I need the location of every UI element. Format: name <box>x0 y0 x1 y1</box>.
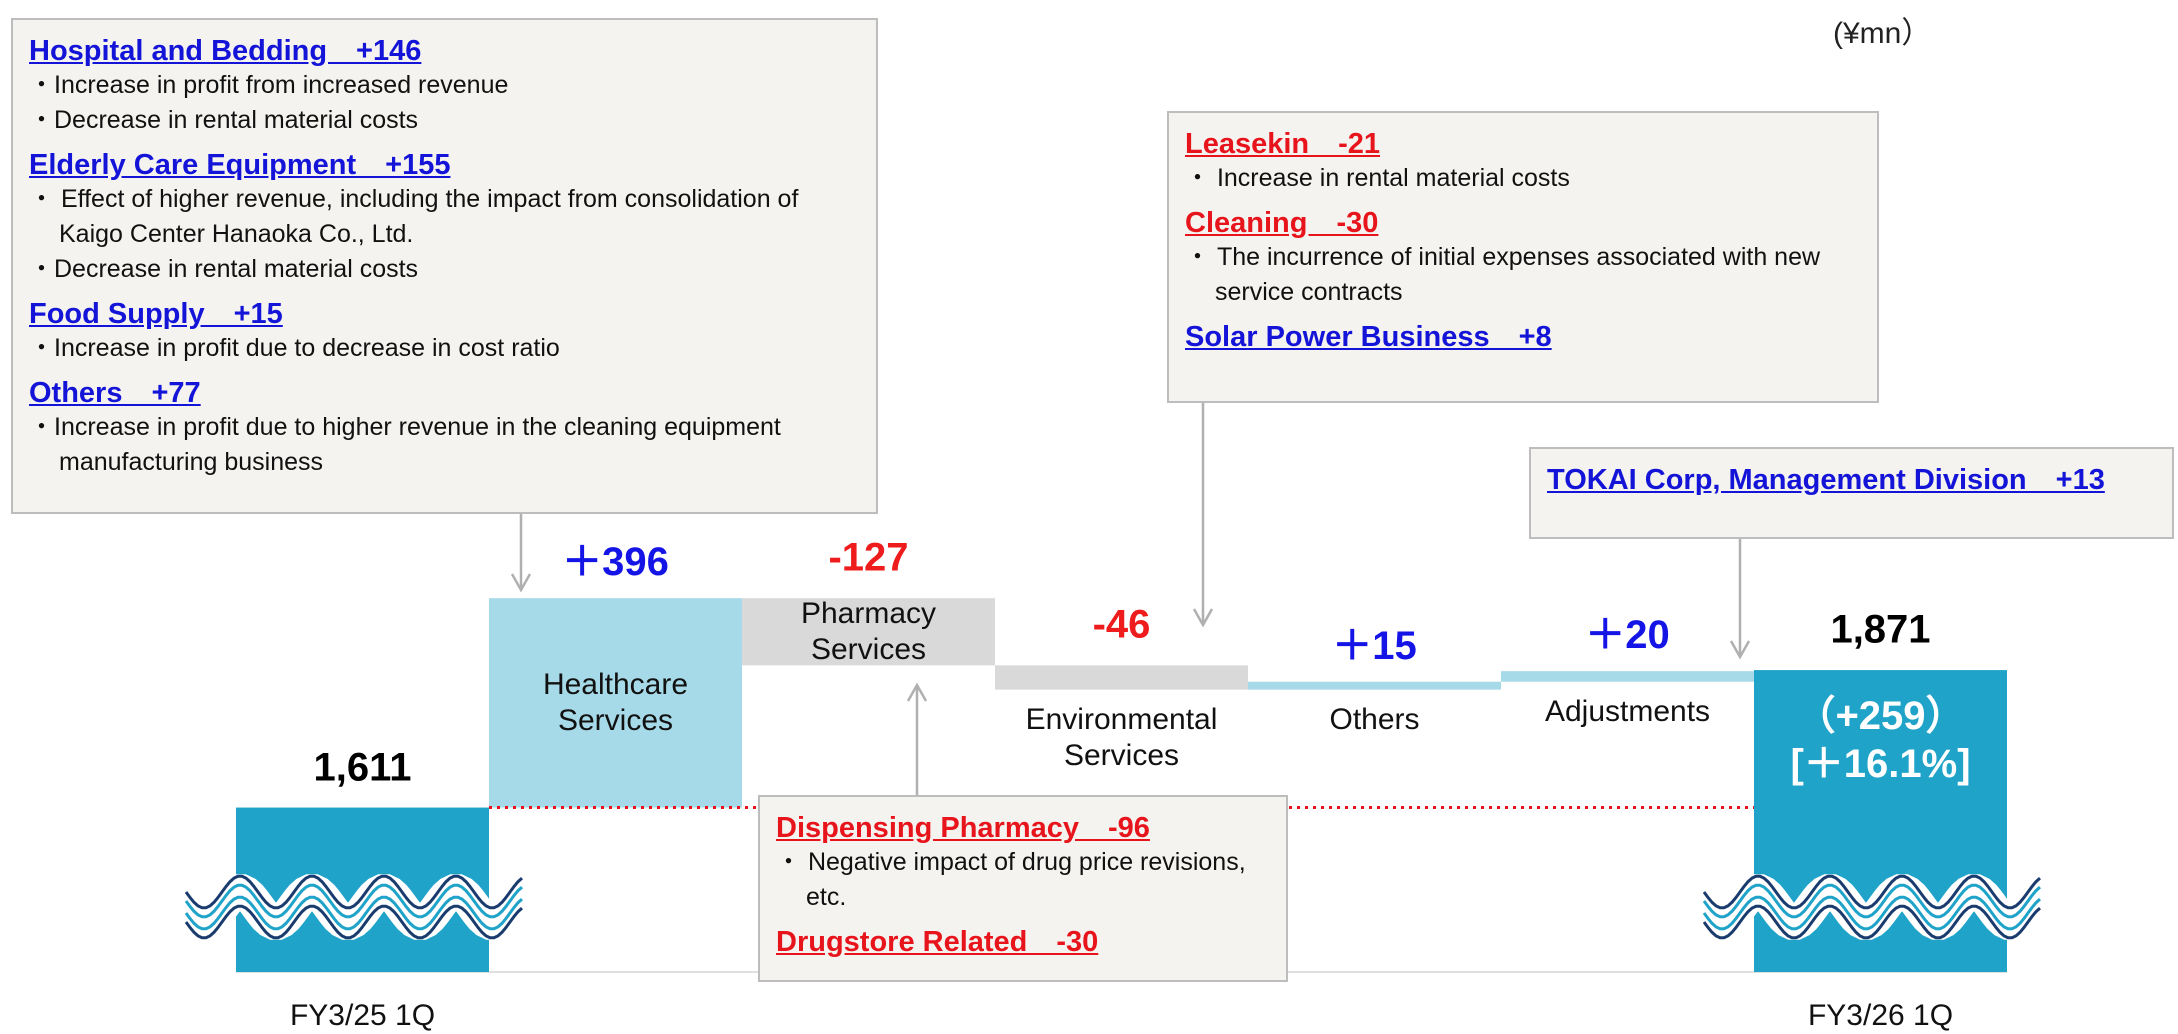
waterfall-page: (¥mn） 1,611 FY3/25 1Q ＋396 Healthcare Servi… <box>0 0 2178 1034</box>
callout-heading: Solar Power Business +8 <box>1185 320 1861 354</box>
bar <box>995 665 1248 689</box>
callout-heading: Drugstore Related -30 <box>776 925 1270 959</box>
callout-bullet: ・Decrease in rental material costs <box>29 252 860 287</box>
callout-heading: Elderly Care Equipment +155 <box>29 148 860 182</box>
value-label: -46 <box>1093 603 1151 648</box>
value-label: -127 <box>828 536 908 581</box>
callout-box: Hospital and Bedding +146・Increase in pr… <box>11 18 878 514</box>
category-label: Others <box>1258 702 1491 738</box>
callout-box: TOKAI Corp, Management Division +13 <box>1529 447 2174 539</box>
callout-bullet: ・Increase in profit due to decrease in c… <box>29 331 860 366</box>
bar <box>1248 682 1501 690</box>
callout-bullet: ・Increase in profit due to higher revenu… <box>29 410 860 480</box>
value-label: ＋20 <box>1585 602 1670 660</box>
callout-bullet: ・ Increase in rental material costs <box>1185 161 1861 196</box>
callout-box: Leasekin -21・ Increase in rental materia… <box>1167 111 1879 403</box>
callout-heading: Hospital and Bedding +146 <box>29 34 860 68</box>
callout-bullet: ・ The incurrence of initial expenses ass… <box>1185 240 1861 310</box>
value-label: 1,871 <box>1830 608 1930 653</box>
unit-label: (¥mn） <box>1833 8 1931 52</box>
category-label: Adjustments <box>1511 694 1744 730</box>
callout-heading: Leasekin -21 <box>1185 127 1861 161</box>
callout-heading: Dispensing Pharmacy -96 <box>776 811 1270 845</box>
category-label: FY3/26 1Q <box>1808 998 1953 1034</box>
callout-heading: Food Supply +15 <box>29 297 860 331</box>
callout-bullet: ・ Effect of higher revenue, including th… <box>29 182 860 252</box>
category-label: Pharmacy Services <box>752 596 985 668</box>
value-label: ＋15 <box>1332 613 1417 671</box>
change-annotation: [＋16.1%] <box>1790 731 1970 789</box>
callout-heading: TOKAI Corp, Management Division +13 <box>1547 463 2156 497</box>
callout-heading: Others +77 <box>29 376 860 410</box>
category-label: Healthcare Services <box>499 667 732 739</box>
category-label: FY3/25 1Q <box>290 998 435 1034</box>
callout-bullet: ・Decrease in rental material costs <box>29 103 860 138</box>
value-label: 1,611 <box>314 745 412 790</box>
callout-box: Dispensing Pharmacy -96・ Negative impact… <box>758 795 1288 982</box>
value-label: ＋396 <box>562 529 669 587</box>
callout-bullet: ・ Negative impact of drug price revision… <box>776 845 1270 915</box>
callout-bullet: ・Increase in profit from increased reven… <box>29 68 860 103</box>
callout-heading: Cleaning -30 <box>1185 206 1861 240</box>
bar <box>1501 671 1754 682</box>
category-label: Environmental Services <box>1005 702 1238 774</box>
